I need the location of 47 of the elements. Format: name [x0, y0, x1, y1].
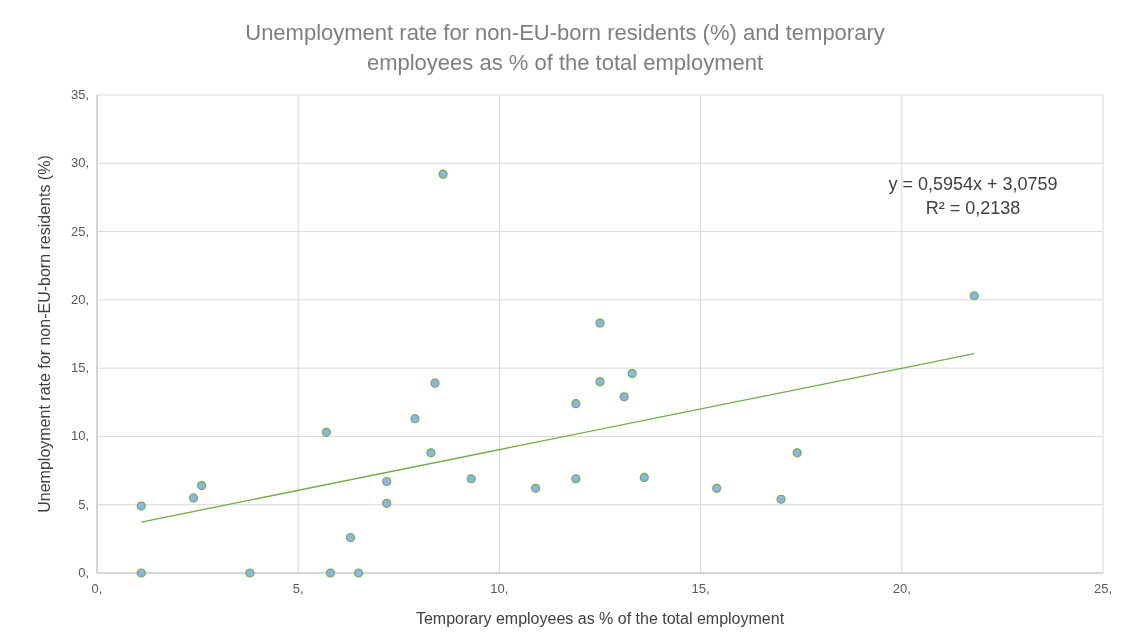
- point: [712, 483, 722, 493]
- point: [466, 474, 476, 484]
- x-tick-label: 0,: [91, 581, 103, 596]
- point: [382, 498, 392, 508]
- point: [438, 169, 448, 179]
- chart-title: Unemployment rate for non-EU-born residents (%) and temporary employees as % of the total employment: [245, 20, 885, 75]
- y-tick-label: 5,: [78, 496, 89, 512]
- point: [571, 474, 581, 484]
- point: [571, 399, 581, 409]
- point: [969, 291, 979, 301]
- point: [776, 494, 786, 504]
- point: [197, 480, 207, 491]
- annotation: R² = 0,2138: [925, 198, 1021, 218]
- x-tick-label: 20,: [892, 581, 911, 596]
- point: [136, 501, 146, 511]
- point: [410, 414, 420, 424]
- point: [619, 392, 629, 402]
- point: [531, 483, 541, 493]
- point: [430, 378, 440, 388]
- point: [345, 532, 356, 543]
- x-tick-label: 5,: [292, 581, 304, 596]
- point: [188, 493, 199, 503]
- x-tick-label: 10,: [490, 581, 509, 596]
- point: [321, 427, 331, 437]
- y-tick-label: 30,: [70, 155, 89, 171]
- point: [426, 448, 436, 458]
- y-tick-label: 35,: [70, 87, 89, 102]
- x-tick-label: 25,: [1093, 581, 1113, 596]
- point: [595, 377, 605, 387]
- y-tick-label: 0,: [78, 565, 89, 580]
- y-tick-label: 25,: [70, 223, 89, 239]
- y-tick-label: 10,: [70, 428, 89, 444]
- y-axis-title: Unemployment rate for non-EU-born residents (%): [36, 155, 53, 513]
- y-tick-label: 20,: [70, 291, 89, 307]
- point: [792, 448, 802, 458]
- point: [136, 568, 146, 578]
- x-tick-label: 15,: [691, 581, 710, 596]
- point: [595, 318, 605, 328]
- annotation: y = 0,5954x + 3,0759: [888, 174, 1058, 194]
- point: [353, 568, 364, 578]
- point: [627, 369, 637, 379]
- point: [325, 568, 335, 578]
- y-tick-label: 15,: [70, 360, 89, 376]
- x-axis-title: Temporary employees as % of the total employment: [415, 610, 785, 627]
- point: [639, 472, 649, 482]
- point: [382, 476, 392, 487]
- point: [245, 568, 255, 578]
